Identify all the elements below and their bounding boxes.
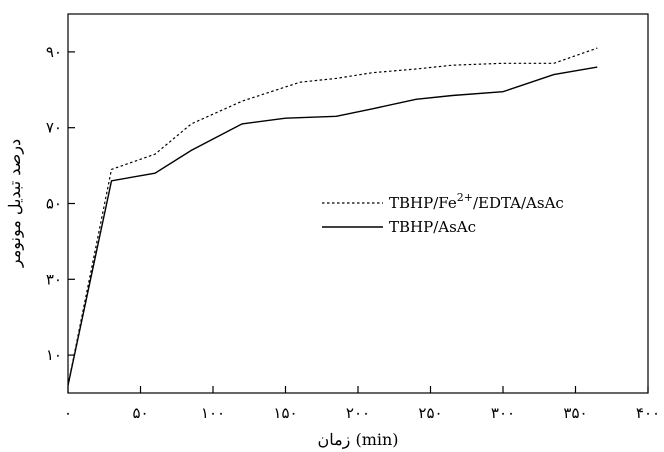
legend: TBHP/Fe2+/EDTA/AsAc TBHP/AsAc xyxy=(322,191,564,236)
x-tick-label: ۴۰۰ xyxy=(636,404,660,422)
series-line-2 xyxy=(67,66,598,386)
x-axis-ticks: ۰ ۵۰ ۱۰۰ ۱۵۰ ۲۰۰ ۲۵۰ ۳۰۰ ۳۵۰ ۴۰۰ xyxy=(64,386,660,422)
x-axis-title: زمان (min) xyxy=(317,430,398,449)
y-axis-title: درصد تبدیل مونومر xyxy=(5,139,24,268)
x-tick-label: ۰ xyxy=(64,404,72,422)
x-tick-label: ۳۰۰ xyxy=(491,404,515,422)
legend-label-series-2: TBHP/AsAc xyxy=(389,218,476,236)
legend-label-series-1-sup: 2+ xyxy=(457,191,473,204)
y-axis-ticks: ۱۰ ۳۰ ۵۰ ۷۰ ۹۰ xyxy=(46,43,75,364)
x-tick-label: ۱۰۰ xyxy=(201,404,225,422)
y-tick-label: ۱۰ xyxy=(46,346,62,364)
series-layer xyxy=(67,47,598,386)
x-tick-label: ۱۵۰ xyxy=(273,404,297,422)
y-tick-label: ۵۰ xyxy=(46,195,62,213)
y-tick-label: ۳۰ xyxy=(46,270,62,288)
legend-label-series-1: TBHP/Fe2+/EDTA/AsAc xyxy=(389,191,564,212)
x-tick-label: ۲۰۰ xyxy=(346,404,370,422)
y-tick-label: ۷۰ xyxy=(46,119,62,137)
series-line-1 xyxy=(67,47,598,386)
y-tick-label: ۹۰ xyxy=(46,43,62,61)
legend-label-series-1-base: TBHP/Fe xyxy=(389,194,457,212)
legend-label-series-1-tail: /EDTA/AsAc xyxy=(473,194,564,212)
x-tick-label: ۵۰ xyxy=(132,404,148,422)
x-tick-label: ۲۵۰ xyxy=(418,404,442,422)
x-tick-label: ۳۵۰ xyxy=(563,404,587,422)
